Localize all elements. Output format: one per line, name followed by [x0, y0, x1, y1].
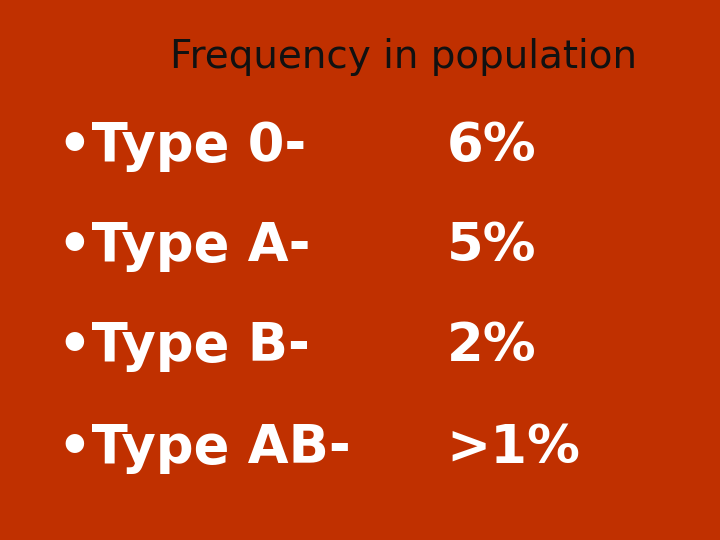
Text: 5%: 5%	[446, 220, 536, 272]
Text: 2%: 2%	[446, 320, 536, 372]
Text: Frequency in population: Frequency in population	[170, 38, 636, 76]
Text: •Type AB-: •Type AB-	[58, 422, 351, 474]
Text: •Type B-: •Type B-	[58, 320, 310, 372]
Text: •Type 0-: •Type 0-	[58, 120, 306, 172]
Text: 6%: 6%	[446, 120, 536, 172]
Text: >1%: >1%	[446, 422, 580, 474]
Text: •Type A-: •Type A-	[58, 220, 310, 272]
